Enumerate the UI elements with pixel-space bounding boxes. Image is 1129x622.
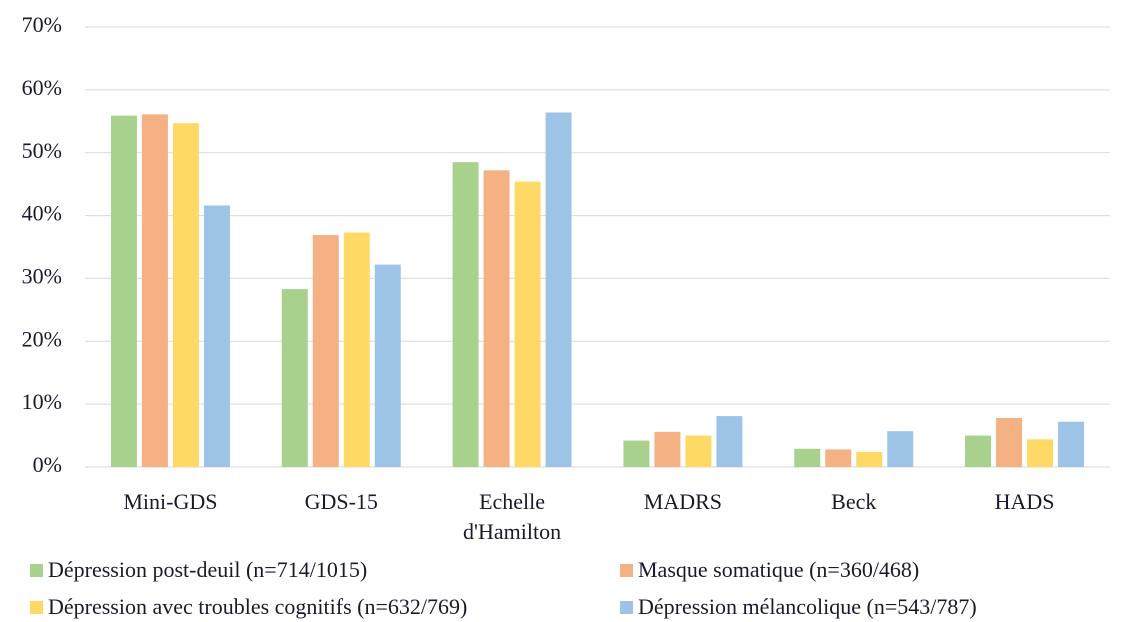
legend-swatch: [620, 600, 633, 614]
x-tick-label: HADS: [994, 489, 1055, 514]
x-tick-label: Mini-GDS: [123, 489, 218, 514]
bar: [887, 431, 914, 467]
x-tick-label: GDS-15: [304, 489, 378, 514]
x-tick-label: Echelle d'Hamilton: [463, 489, 562, 544]
y-tick-label: 50%: [22, 138, 62, 163]
bar: [965, 435, 992, 467]
x-tick-label: MADRS: [643, 489, 723, 514]
bar: [623, 440, 650, 467]
legend-label: Dépression mélancolique (n=543/787): [638, 594, 977, 619]
legend-swatch: [30, 600, 43, 614]
legend-swatch: [620, 563, 633, 577]
bar: [1027, 439, 1054, 467]
legend-label: Dépression avec troubles cognitifs (n=63…: [48, 594, 468, 619]
bar: [545, 112, 572, 467]
bar: [856, 451, 883, 467]
bar: [794, 448, 821, 467]
y-tick-label: 20%: [22, 326, 62, 351]
legend-item: Masque somatique (n=360/468): [620, 557, 919, 583]
legend-label: Dépression post-deuil (n=714/1015): [48, 557, 368, 582]
legend-label: Masque somatique (n=360/468): [638, 557, 920, 582]
bar: [281, 289, 308, 467]
y-tick-label: 30%: [22, 263, 62, 288]
y-tick-label: 40%: [22, 201, 62, 226]
bar: [483, 170, 510, 468]
bar: [1058, 421, 1085, 467]
bar: [374, 264, 401, 467]
y-tick-label: 0%: [33, 452, 62, 477]
y-tick-label: 70%: [22, 12, 62, 37]
bar: [452, 162, 479, 467]
bar: [685, 435, 712, 467]
bar: [654, 431, 681, 467]
legend-item: Dépression mélancolique (n=543/787): [620, 594, 977, 620]
bar: [312, 235, 339, 467]
legend-item: Dépression avec troubles cognitifs (n=63…: [30, 594, 467, 620]
bar: [716, 416, 743, 467]
bar: [172, 123, 199, 468]
bar: [514, 181, 541, 467]
legend-item: Dépression post-deuil (n=714/1015): [30, 557, 367, 583]
bar: [343, 232, 370, 467]
x-tick-label: Beck: [831, 489, 877, 514]
legend-swatch: [30, 563, 43, 577]
bar: [825, 449, 852, 467]
bar: [110, 115, 137, 467]
y-tick-label: 60%: [22, 75, 62, 100]
bar: [141, 114, 168, 467]
bar: [996, 417, 1023, 467]
y-tick-label: 10%: [22, 389, 62, 414]
bar: [203, 205, 230, 467]
